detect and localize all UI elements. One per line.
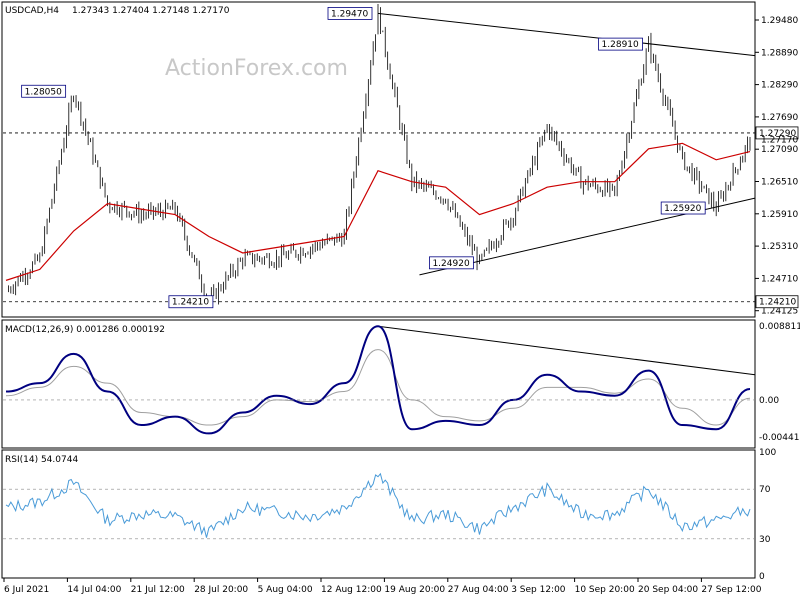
price-axis-tick-label: 1.28290 — [761, 81, 798, 91]
watermark: ActionForex.com — [165, 56, 348, 81]
price-axis-tick-label: 1.26510 — [761, 178, 798, 188]
x-axis-tick-label: 10 Sep 20:00 — [575, 585, 635, 595]
price-axis-tick-label: 1.24710 — [761, 274, 798, 284]
macd-lines — [3, 325, 755, 435]
rsi-axis-tick-label: 0 — [759, 572, 765, 582]
price-axis: 1.29480 1.28890 1.28290 1.27690 1.27090 1.265… — [755, 16, 798, 317]
swing-annotation-box — [327, 7, 373, 20]
swing-annotation-box — [660, 201, 706, 215]
swing-annotation-box — [429, 256, 474, 270]
resistance-trendline — [377, 12, 756, 57]
price-axis-tick-label: 1.25310 — [761, 242, 798, 252]
swing-annotation-box — [168, 295, 214, 309]
x-axis-tick-label: 20 Sep 04:00 — [638, 585, 698, 595]
swing-annotation-label: 1.24920 — [432, 259, 469, 269]
macd-panel-frame — [1, 319, 756, 449]
x-axis-tick-label: 28 Jul 20:00 — [194, 585, 248, 595]
x-axis-tick-label: 19 Aug 20:00 — [384, 585, 445, 595]
macd-trendline — [377, 325, 756, 376]
macd-axis: 0.008811 0.00 -0.004416 — [759, 322, 800, 443]
price-moving-average — [5, 142, 751, 281]
swing-annotation-label: 1.24210 — [172, 298, 209, 308]
x-axis-tick-label: 6 Jul 2021 — [4, 585, 49, 595]
x-axis-tick-label: 14 Jul 04:00 — [67, 585, 121, 595]
rsi-levels — [3, 488, 755, 540]
price-axis-tick-label: 1.29480 — [761, 16, 798, 26]
price-axis-tick-label: 1.27690 — [761, 113, 798, 123]
price-annotations: 1.29470 1.28910 1.28050 1.25920 1.24920 1.242… — [21, 7, 706, 309]
chart-header-symbol: USDCAD,H4 — [5, 6, 59, 16]
price-candles — [8, 4, 751, 306]
swing-annotation-label: 1.28050 — [25, 87, 62, 97]
macd-main-line — [5, 325, 751, 435]
rsi-line — [5, 472, 751, 538]
x-axis-tick-label: 5 Aug 04:00 — [258, 585, 313, 595]
macd-title: MACD(12,26,9) 0.001286 0.000192 — [5, 325, 165, 335]
current-price-label: 1.27170 — [761, 135, 798, 145]
rsi-panel-frame — [1, 449, 756, 579]
price-panel-frame — [1, 1, 756, 318]
moving-average-line — [5, 142, 751, 281]
price-reference-label-box — [755, 295, 799, 309]
x-axis-tick-label: 3 Sep 12:00 — [511, 585, 566, 595]
price-reference-label: 1.27290 — [759, 129, 796, 139]
macd-axis-tick-label: 0.008811 — [759, 322, 800, 332]
rsi-series-line — [5, 472, 751, 538]
chart-header-ohlc: 1.27343 1.27404 1.27148 1.27170 — [72, 6, 230, 16]
price-axis-tick-label: 1.28890 — [761, 48, 798, 58]
price-reference-label: 1.24210 — [759, 298, 796, 308]
price-axis-tick-label: 1.25910 — [761, 210, 798, 220]
swing-annotation-label: 1.29470 — [331, 9, 368, 19]
macd-axis-tick-label: -0.004416 — [759, 433, 800, 443]
price-reference-label-box — [755, 126, 799, 140]
price-axis-tick-label: 1.24125 — [761, 307, 798, 317]
swing-annotation-label: 1.28910 — [602, 40, 639, 50]
swing-annotation-box — [21, 84, 67, 98]
price-reference-lines — [3, 132, 755, 303]
macd-trendline-line — [377, 325, 756, 376]
x-axis: 6 Jul 2021 14 Jul 04:00 21 Jul 12:00 28 Jul… — [3, 578, 762, 595]
x-axis-tick-label: 27 Sep 12:00 — [701, 585, 761, 595]
price-axis-tick-label: 1.27090 — [761, 145, 798, 155]
macd-axis-tick-label: 0.00 — [759, 396, 779, 406]
rsi-axis: 100 70 30 0 — [759, 448, 776, 582]
rsi-axis-tick-label: 100 — [759, 448, 776, 458]
swing-annotation-label: 1.25920 — [664, 204, 701, 214]
x-axis-tick-label: 12 Aug 12:00 — [321, 585, 382, 595]
x-axis-tick-label: 27 Aug 04:00 — [448, 585, 509, 595]
rsi-axis-tick-label: 30 — [759, 535, 771, 545]
swing-annotation-box — [598, 37, 643, 51]
rsi-axis-tick-label: 70 — [759, 485, 771, 495]
x-axis-tick-label: 21 Jul 12:00 — [131, 585, 185, 595]
rsi-title: RSI(14) 54.0744 — [5, 455, 78, 465]
